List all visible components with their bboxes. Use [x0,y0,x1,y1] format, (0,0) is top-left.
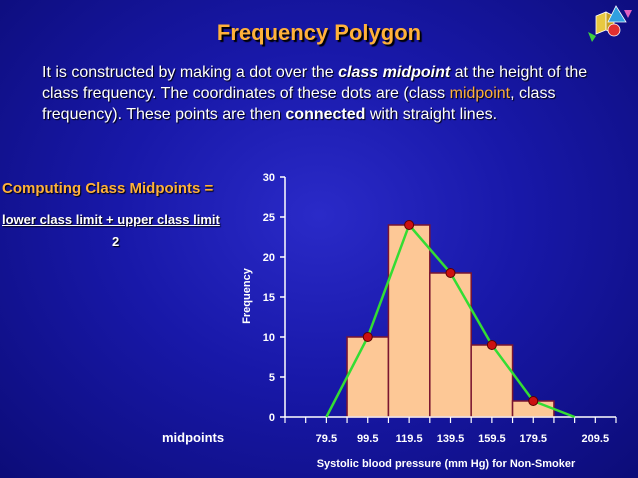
polygon-point-2 [404,220,415,230]
midpoint-label-4: 159.5 [478,433,506,445]
shapes-logo-icon [588,5,632,42]
intro-midpoint-highlight: midpoint [449,85,511,102]
y-tick-label-6: 30 [263,172,275,184]
intro-text-1: It is constructed by making a dot over t… [42,64,339,81]
midpoint-label-0: 79.5 [316,433,337,445]
midpoint-label-5: 179.5 [519,433,547,445]
bar-1 [387,224,431,418]
polygon-point-3 [445,268,456,278]
y-tick-label-2: 10 [263,332,275,344]
bars-layer [346,224,555,418]
x-axis-label: Systolic blood pressure (mm Hg) for Non-… [317,458,576,470]
intro-text: It is constructed by making a dot over t… [42,62,612,125]
y-tick-label-4: 20 [263,252,275,264]
intro-text-7: with straight lines. [365,106,498,123]
y-tick-label-5: 25 [263,212,275,224]
intro-connected: connected [285,106,366,123]
y-axis-label: Frequency [241,267,253,324]
bar-0 [346,336,390,418]
midpoints-label: midpoints [162,430,225,445]
y-tick-label-1: 5 [269,372,275,384]
formula-numerator: lower class limit + upper class limit [2,212,220,227]
polygon-layer [325,220,576,419]
midpoint-label-1: 99.5 [357,433,378,445]
polygon-point-4 [486,340,497,350]
intro-text-5: , class frequency). These points are the… [42,85,556,123]
intro-text-3: at the height of the class frequency. Th… [42,64,588,102]
bar-3 [470,344,514,418]
midpoint-label-6: 209.5 [582,433,610,445]
formula-denominator: 2 [112,234,120,249]
polygon-point-1 [362,332,373,342]
midpoint-label-3: 139.5 [437,433,465,445]
y-tick-label-0: 0 [269,412,275,424]
midpoint-heading: Computing Class Midpoints = [2,180,214,197]
axes-layer: 0 5 10 15 20 25 30 79.5 99.5 119.5 139.5 159.5 179.5… [263,172,617,445]
intro-class-midpoint: class midpoint [338,64,451,81]
y-tick-label-3: 15 [263,292,275,304]
slide-title: Frequency Polygon [216,20,422,45]
midpoint-label-2: 119.5 [396,433,423,445]
bar-2 [429,272,472,418]
polygon-point-5 [528,396,539,406]
